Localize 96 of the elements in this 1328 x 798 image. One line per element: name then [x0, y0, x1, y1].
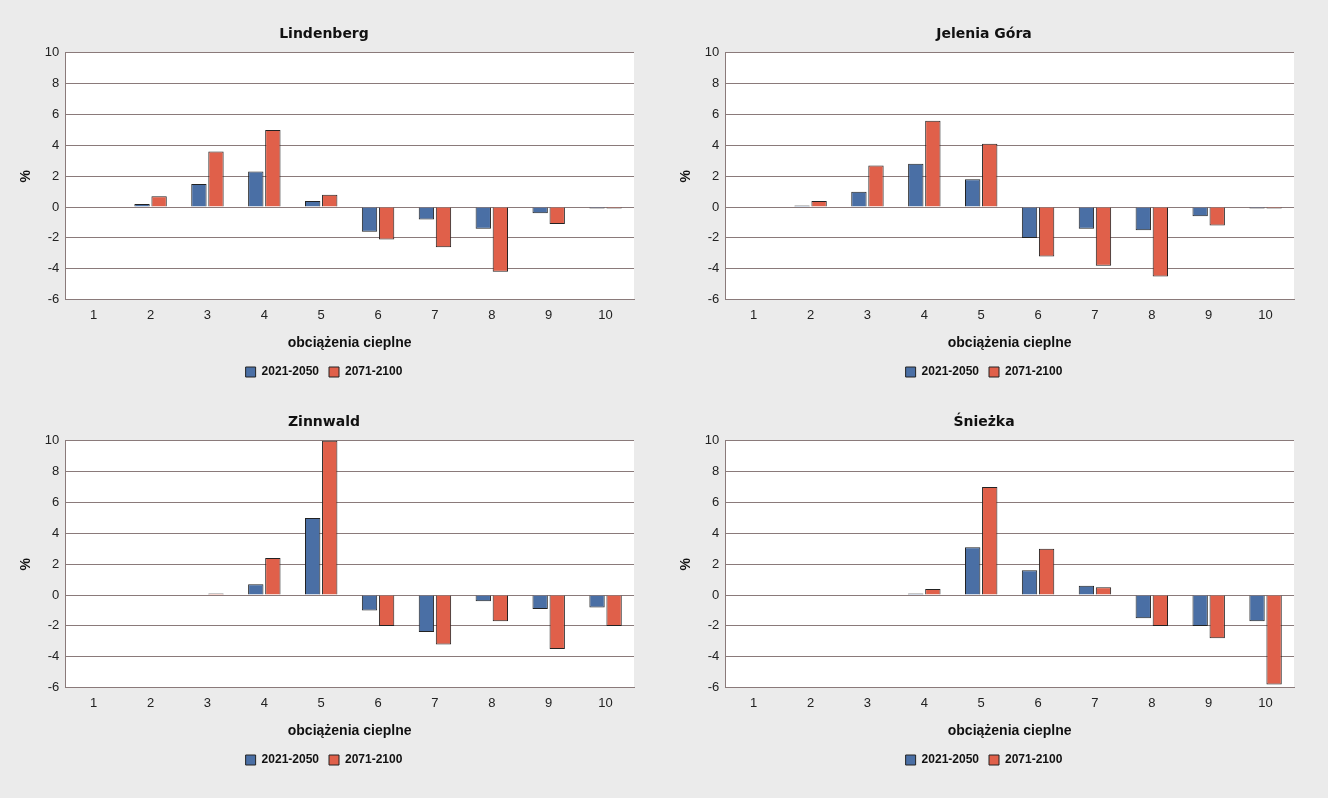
- y-tick-label: -2: [707, 229, 720, 245]
- y-tick-label: -4: [47, 648, 60, 664]
- x-tick-label: 6: [374, 306, 382, 322]
- y-axis-title: %: [17, 169, 34, 183]
- x-tick-label: 9: [1205, 306, 1213, 322]
- x-tick-label: 3: [203, 306, 212, 322]
- y-tick-label: 10: [44, 44, 60, 60]
- x-tick-label: 9: [545, 694, 553, 710]
- x-tick-label: 5: [977, 694, 985, 710]
- x-tick-label: 7: [1091, 694, 1099, 710]
- y-tick-label: 2: [52, 167, 60, 183]
- y-tick-label: 10: [44, 432, 60, 448]
- chart-title: Lindenberg: [279, 25, 369, 42]
- x-tick-label: 9: [1205, 694, 1213, 710]
- x-tick-label: 2: [806, 694, 815, 710]
- y-tick-label: -6: [707, 291, 720, 307]
- x-tick-label: 2: [806, 306, 815, 322]
- chart-title: Jelenia Góra: [935, 25, 1032, 42]
- y-tick-label: 8: [712, 75, 720, 91]
- y-tick-label: -2: [47, 617, 60, 633]
- x-tick-label: 4: [260, 694, 268, 710]
- y-tick-label: -6: [707, 679, 720, 695]
- y-tick-label: -2: [707, 617, 720, 633]
- legend-label: 2071-2100: [345, 752, 403, 767]
- y-tick-label: 6: [52, 494, 60, 510]
- legend-label: 2071-2100: [1005, 364, 1063, 379]
- x-tick-label: 7: [431, 694, 439, 710]
- x-tick-label: 1: [750, 306, 758, 322]
- x-axis-title: obciążenia cieplne: [947, 334, 1072, 351]
- x-tick-label: 10: [1258, 306, 1273, 322]
- legend-label: 2071-2100: [345, 364, 403, 379]
- legend-label: 2021-2050: [261, 364, 320, 379]
- y-tick-label: -6: [47, 291, 60, 307]
- x-tick-label: 1: [90, 306, 98, 322]
- y-tick-label: -6: [47, 679, 60, 695]
- y-tick-label: 6: [52, 106, 60, 122]
- x-tick-label: 1: [90, 694, 98, 710]
- x-tick-label: 2: [146, 306, 155, 322]
- x-tick-label: 3: [863, 694, 872, 710]
- y-tick-label: 0: [52, 198, 60, 214]
- y-axis-title: %: [677, 557, 694, 571]
- x-tick-label: 8: [1148, 694, 1156, 710]
- y-tick-label: 0: [52, 586, 60, 602]
- x-tick-label: 5: [317, 306, 325, 322]
- x-tick-label: 4: [260, 306, 268, 322]
- x-tick-label: 4: [920, 694, 928, 710]
- y-tick-label: 8: [712, 463, 720, 479]
- x-tick-label: 5: [977, 306, 985, 322]
- x-tick-label: 8: [1148, 306, 1156, 322]
- y-tick-label: 6: [712, 494, 720, 510]
- x-tick-label: 4: [920, 306, 928, 322]
- x-axis-title: obciążenia cieplne: [287, 334, 412, 351]
- x-tick-label: 10: [598, 306, 613, 322]
- x-tick-label: 9: [545, 306, 553, 322]
- y-tick-label: 2: [712, 555, 720, 571]
- x-tick-label: 7: [1091, 306, 1099, 322]
- y-tick-label: 8: [52, 75, 60, 91]
- legend-label: 2071-2100: [1005, 752, 1063, 767]
- x-tick-label: 7: [431, 306, 439, 322]
- x-tick-label: 6: [1034, 694, 1042, 710]
- y-tick-label: 4: [52, 136, 60, 152]
- y-tick-label: 0: [712, 586, 720, 602]
- x-tick-label: 3: [863, 306, 872, 322]
- y-tick-label: -2: [47, 229, 60, 245]
- y-tick-label: -4: [47, 260, 60, 276]
- x-tick-label: 1: [750, 694, 758, 710]
- x-tick-label: 6: [1034, 306, 1042, 322]
- x-axis-title: obciążenia cieplne: [947, 722, 1072, 739]
- legend-label: 2021-2050: [921, 364, 980, 379]
- x-tick-label: 8: [488, 694, 496, 710]
- x-tick-label: 5: [317, 694, 325, 710]
- chart-title: Śnieżka: [953, 412, 1015, 430]
- x-tick-label: 6: [374, 694, 382, 710]
- y-tick-label: 8: [52, 463, 60, 479]
- y-tick-label: -4: [707, 648, 720, 664]
- y-tick-label: 2: [712, 167, 720, 183]
- legend-label: 2021-2050: [261, 752, 320, 767]
- y-tick-label: 0: [712, 198, 720, 214]
- y-tick-label: -4: [707, 260, 720, 276]
- y-tick-label: 4: [712, 136, 720, 152]
- x-tick-label: 10: [1258, 694, 1273, 710]
- y-tick-label: 4: [712, 524, 720, 540]
- x-axis-title: obciążenia cieplne: [287, 722, 412, 739]
- y-tick-label: 6: [712, 106, 720, 122]
- x-tick-label: 3: [203, 694, 212, 710]
- y-tick-label: 10: [704, 44, 720, 60]
- y-axis-title: %: [17, 557, 34, 571]
- x-tick-label: 10: [598, 694, 613, 710]
- chart-title: Zinnwald: [287, 413, 361, 430]
- y-axis-title: %: [677, 169, 694, 183]
- y-tick-label: 2: [52, 555, 60, 571]
- x-tick-label: 2: [146, 694, 155, 710]
- legend-label: 2021-2050: [921, 752, 980, 767]
- x-tick-label: 8: [488, 306, 496, 322]
- y-tick-label: 10: [704, 432, 720, 448]
- y-tick-label: 4: [52, 524, 60, 540]
